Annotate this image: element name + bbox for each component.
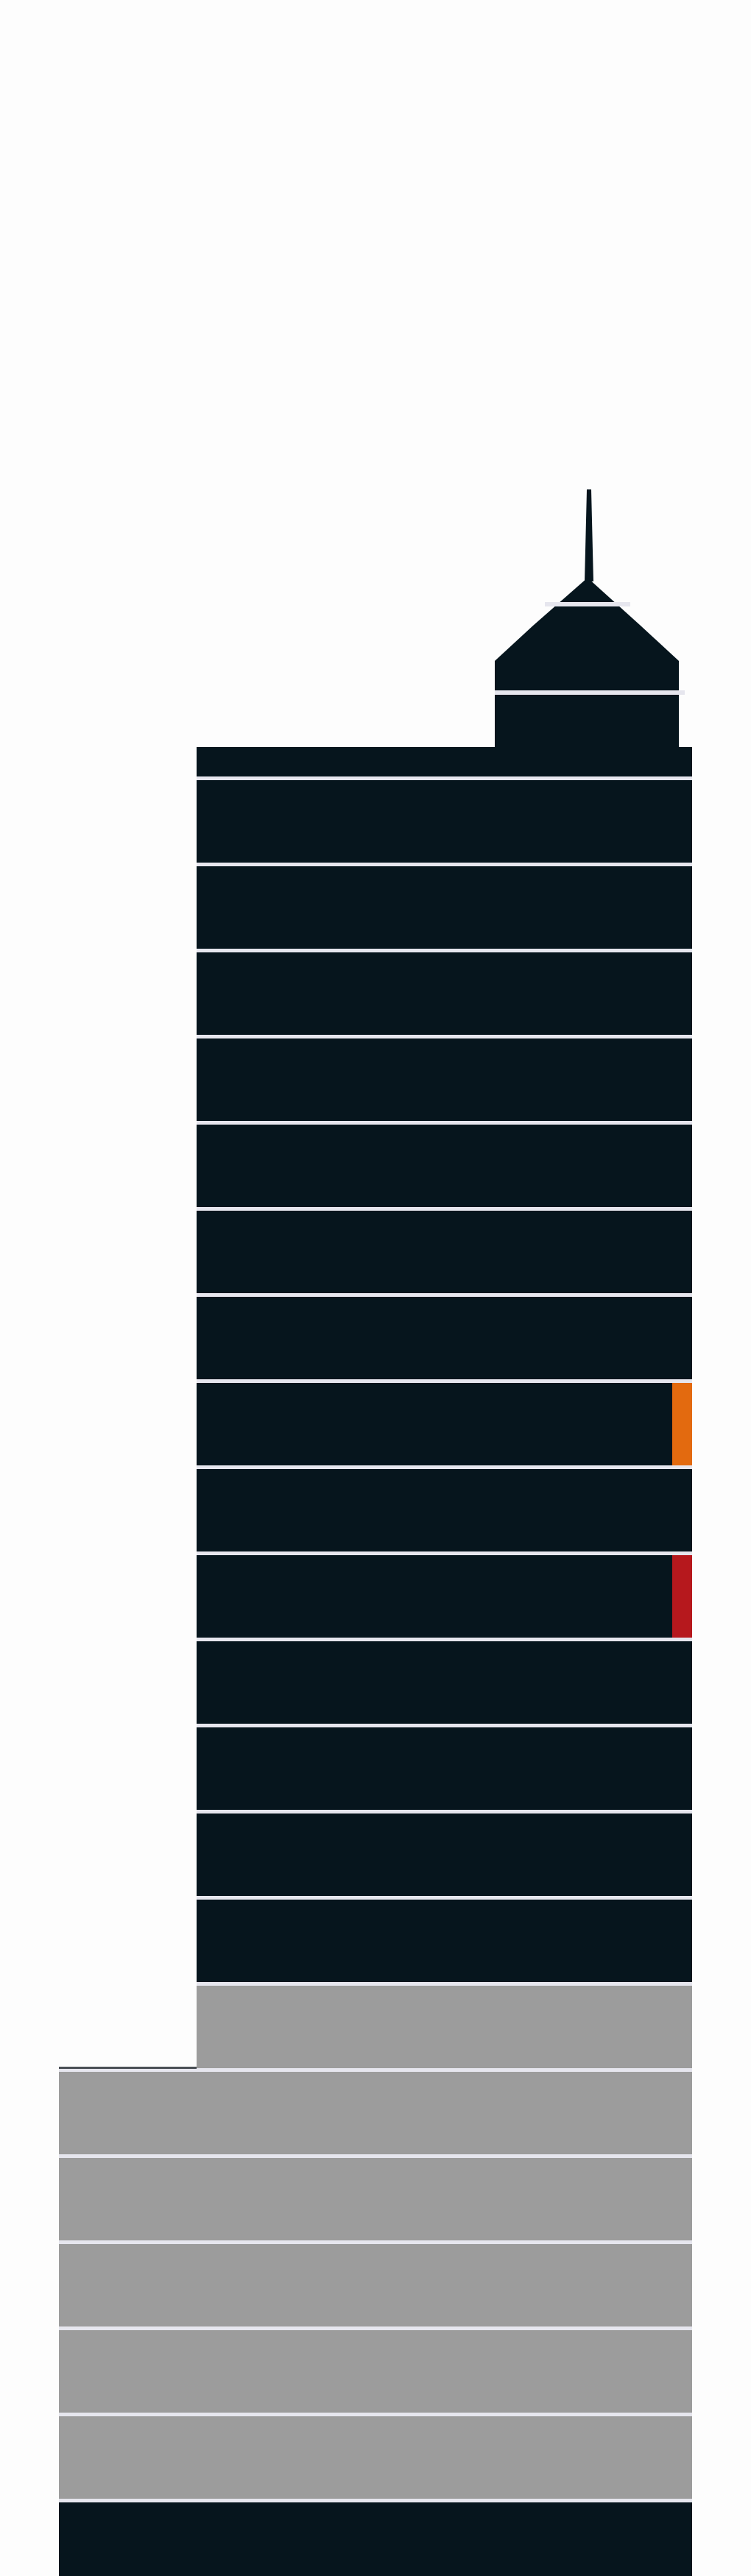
- crown-band: [495, 690, 685, 695]
- floor-dark: [197, 952, 692, 1035]
- floor-separator: [197, 1121, 692, 1125]
- floor-separator: [197, 1810, 692, 1814]
- floor-grey: [59, 2416, 692, 2499]
- floor-dark: [197, 1900, 692, 1982]
- floor-separator: [197, 1638, 692, 1641]
- floor-grey: [59, 2072, 692, 2154]
- crown-roof: [495, 578, 679, 749]
- antenna-spire: [585, 489, 593, 581]
- floor-dark: [197, 1641, 692, 1724]
- floor-dark: [59, 2502, 692, 2576]
- roof-slab: [197, 747, 692, 776]
- floor-dark: [197, 1383, 692, 1465]
- floor-dark: [197, 1727, 692, 1810]
- floor-separator: [197, 1551, 692, 1555]
- floor-dark: [197, 866, 692, 949]
- floor-separator: [197, 776, 692, 780]
- floor-separator: [59, 2326, 692, 2330]
- floor-dark: [197, 780, 692, 863]
- crown-band: [545, 602, 630, 606]
- floor-separator: [197, 1982, 692, 1986]
- floor-dark: [197, 1211, 692, 1293]
- podium-edge: [59, 2067, 197, 2069]
- floor-separator: [197, 1035, 692, 1038]
- floor-dark: [197, 1469, 692, 1551]
- floor-dark: [197, 1814, 692, 1896]
- floor-separator: [197, 863, 692, 866]
- floor-separator: [59, 2240, 692, 2244]
- floor-grey: [59, 2244, 692, 2326]
- floor-grey: [197, 1986, 692, 2068]
- floor-separator: [59, 2154, 692, 2158]
- floor-dark: [197, 1125, 692, 1207]
- roof-step: [679, 747, 692, 776]
- floor-separator: [59, 2068, 692, 2072]
- floor-separator: [197, 1379, 692, 1383]
- floor-dark: [197, 1038, 692, 1121]
- floor-separator: [197, 1293, 692, 1297]
- floor-separator: [197, 949, 692, 952]
- floor-separator: [197, 1207, 692, 1211]
- floor-grey: [59, 2330, 692, 2413]
- floor-separator: [197, 1724, 692, 1727]
- floor-separator: [197, 1896, 692, 1900]
- floor-grey: [59, 2158, 692, 2240]
- floor-separator: [59, 2413, 692, 2416]
- floor-marker-orange: [672, 1383, 692, 1465]
- floor-dark: [197, 1555, 692, 1638]
- floor-separator: [59, 2499, 692, 2502]
- floor-marker-red: [672, 1555, 692, 1638]
- floor-dark: [197, 1297, 692, 1379]
- floor-separator: [197, 1465, 692, 1469]
